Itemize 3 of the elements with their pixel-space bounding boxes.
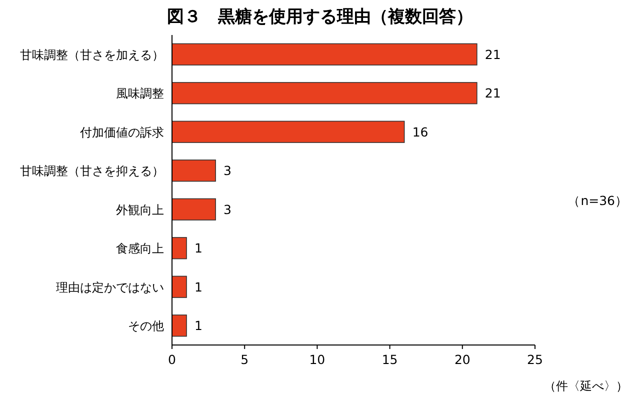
annotation: （n=36） (568, 193, 628, 208)
xlabel: （件〈延べ〉） (544, 379, 628, 393)
title: 図３ 黒糖を使用する理由（複数回答） (167, 7, 473, 27)
